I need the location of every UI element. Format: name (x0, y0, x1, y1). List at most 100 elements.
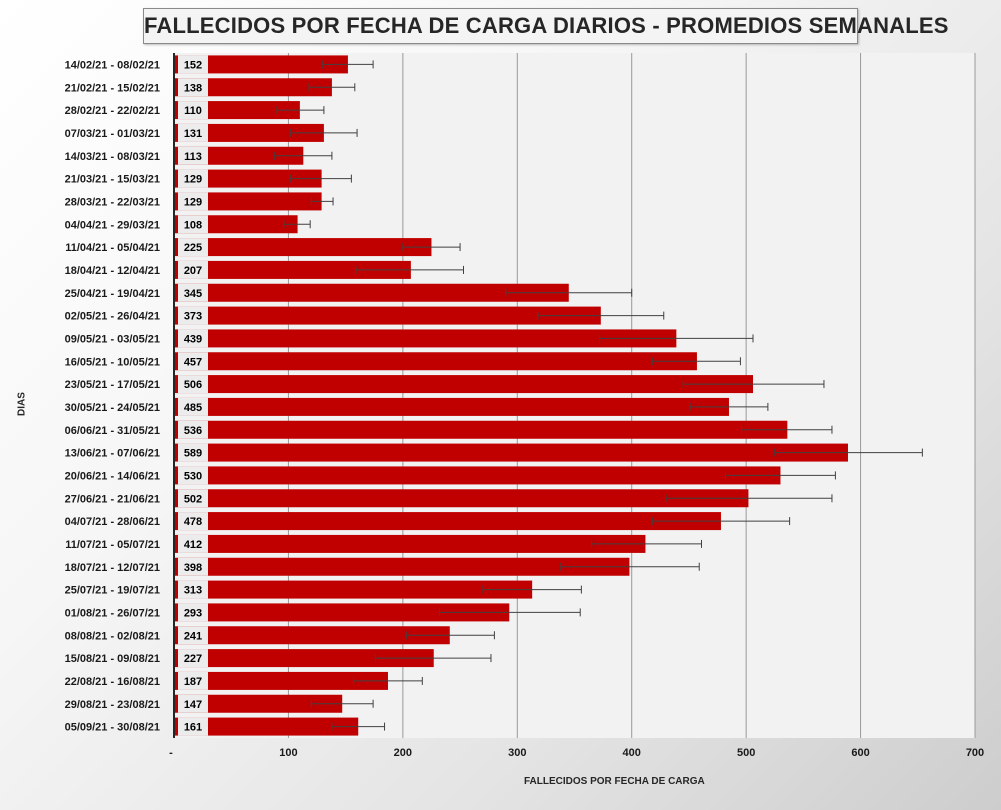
data-label-box (178, 466, 208, 485)
data-label-box (178, 329, 208, 348)
category-label: 25/04/21 - 19/04/21 (65, 288, 160, 300)
data-label-box (178, 443, 208, 462)
data-label: 241 (184, 630, 202, 642)
data-label: 147 (184, 699, 202, 711)
data-label: 412 (184, 539, 202, 551)
data-label: 161 (184, 722, 202, 734)
data-label: 113 (184, 151, 202, 163)
data-label-box (178, 146, 208, 165)
category-label: 20/06/21 - 14/06/21 (65, 470, 160, 482)
bar (174, 694, 343, 713)
data-label-box (178, 557, 208, 576)
data-label-box (178, 78, 208, 97)
data-label-box (178, 55, 208, 74)
category-label: 11/07/21 - 05/07/21 (65, 539, 160, 551)
data-label: 225 (184, 242, 202, 254)
category-label: 21/02/21 - 15/02/21 (65, 82, 160, 94)
category-label: 11/04/21 - 05/04/21 (65, 242, 160, 254)
x-tick-label: 500 (737, 747, 755, 759)
bar (174, 420, 788, 439)
bar (174, 352, 697, 371)
bar (174, 534, 646, 553)
data-label: 373 (184, 311, 202, 323)
category-label: 30/05/21 - 24/05/21 (65, 402, 160, 414)
data-label-box (178, 512, 208, 531)
category-label: 29/08/21 - 23/08/21 (65, 699, 160, 711)
x-axis-title: FALLECIDOS POR FECHA DE CARGA (524, 776, 705, 787)
data-label-box (178, 375, 208, 394)
data-label-box (178, 215, 208, 234)
bar (174, 489, 749, 508)
category-label: 18/04/21 - 12/04/21 (65, 265, 160, 277)
data-label: 536 (184, 425, 202, 437)
category-label: 28/02/21 - 22/02/21 (65, 105, 160, 117)
bar (174, 238, 432, 257)
data-label-box (178, 101, 208, 120)
data-label: 485 (184, 402, 202, 414)
data-label: 398 (184, 562, 202, 574)
data-label-box (178, 352, 208, 371)
bar (174, 123, 324, 142)
category-label: 13/06/21 - 07/06/21 (65, 448, 160, 460)
category-label: 14/02/21 - 08/02/21 (65, 59, 160, 71)
bar (174, 169, 322, 188)
data-label: 313 (184, 585, 202, 597)
data-label-box (178, 420, 208, 439)
x-tick-label: 300 (508, 747, 526, 759)
category-label: 16/05/21 - 10/05/21 (65, 356, 160, 368)
data-label: 530 (184, 470, 202, 482)
data-label-box (178, 534, 208, 553)
data-label-box (178, 694, 208, 713)
bar (174, 55, 348, 74)
data-label: 502 (184, 493, 202, 505)
data-label-box (178, 123, 208, 142)
chart-title: FALLECIDOS POR FECHA DE CARGA DIARIOS - … (143, 8, 948, 44)
data-label: 129 (184, 196, 202, 208)
category-label: 27/06/21 - 21/06/21 (65, 493, 160, 505)
data-label: 457 (184, 356, 202, 368)
bar (174, 717, 359, 736)
category-label: 04/04/21 - 29/03/21 (65, 219, 160, 231)
bar (174, 466, 781, 485)
data-label: 129 (184, 174, 202, 186)
bar (174, 397, 729, 416)
bar (174, 375, 754, 394)
data-label-box (178, 603, 208, 622)
data-label-box (178, 580, 208, 599)
data-label-box (178, 306, 208, 325)
bar (174, 443, 848, 462)
category-label: 09/05/21 - 03/05/21 (65, 333, 160, 345)
data-label: 108 (184, 219, 202, 231)
data-label-box (178, 489, 208, 508)
category-label: 06/06/21 - 31/05/21 (65, 425, 160, 437)
bar (174, 306, 601, 325)
data-label: 138 (184, 82, 202, 94)
category-label: 04/07/21 - 28/06/21 (65, 516, 160, 528)
x-tick-label: 100 (279, 747, 297, 759)
category-label: 21/03/21 - 15/03/21 (65, 174, 160, 186)
bar (174, 626, 450, 645)
category-label: 22/08/21 - 16/08/21 (65, 676, 160, 688)
data-label: 110 (184, 105, 202, 117)
x-tick-label: - (169, 747, 173, 759)
data-label: 506 (184, 379, 202, 391)
data-label-box (178, 260, 208, 279)
bar (174, 78, 332, 97)
data-label: 589 (184, 448, 202, 460)
bar (174, 283, 569, 302)
category-label: 14/03/21 - 08/03/21 (65, 151, 160, 163)
category-label: 05/09/21 - 30/08/21 (65, 722, 160, 734)
data-label: 131 (184, 128, 202, 140)
data-label: 478 (184, 516, 202, 528)
category-label: 02/05/21 - 26/04/21 (65, 311, 160, 323)
data-label: 293 (184, 607, 202, 619)
data-label-box (178, 192, 208, 211)
category-label: 18/07/21 - 12/07/21 (65, 562, 160, 574)
x-tick-label: 200 (394, 747, 412, 759)
category-label: 28/03/21 - 22/03/21 (65, 196, 160, 208)
bar (174, 671, 388, 690)
bar (174, 192, 322, 211)
data-label: 345 (184, 288, 202, 300)
